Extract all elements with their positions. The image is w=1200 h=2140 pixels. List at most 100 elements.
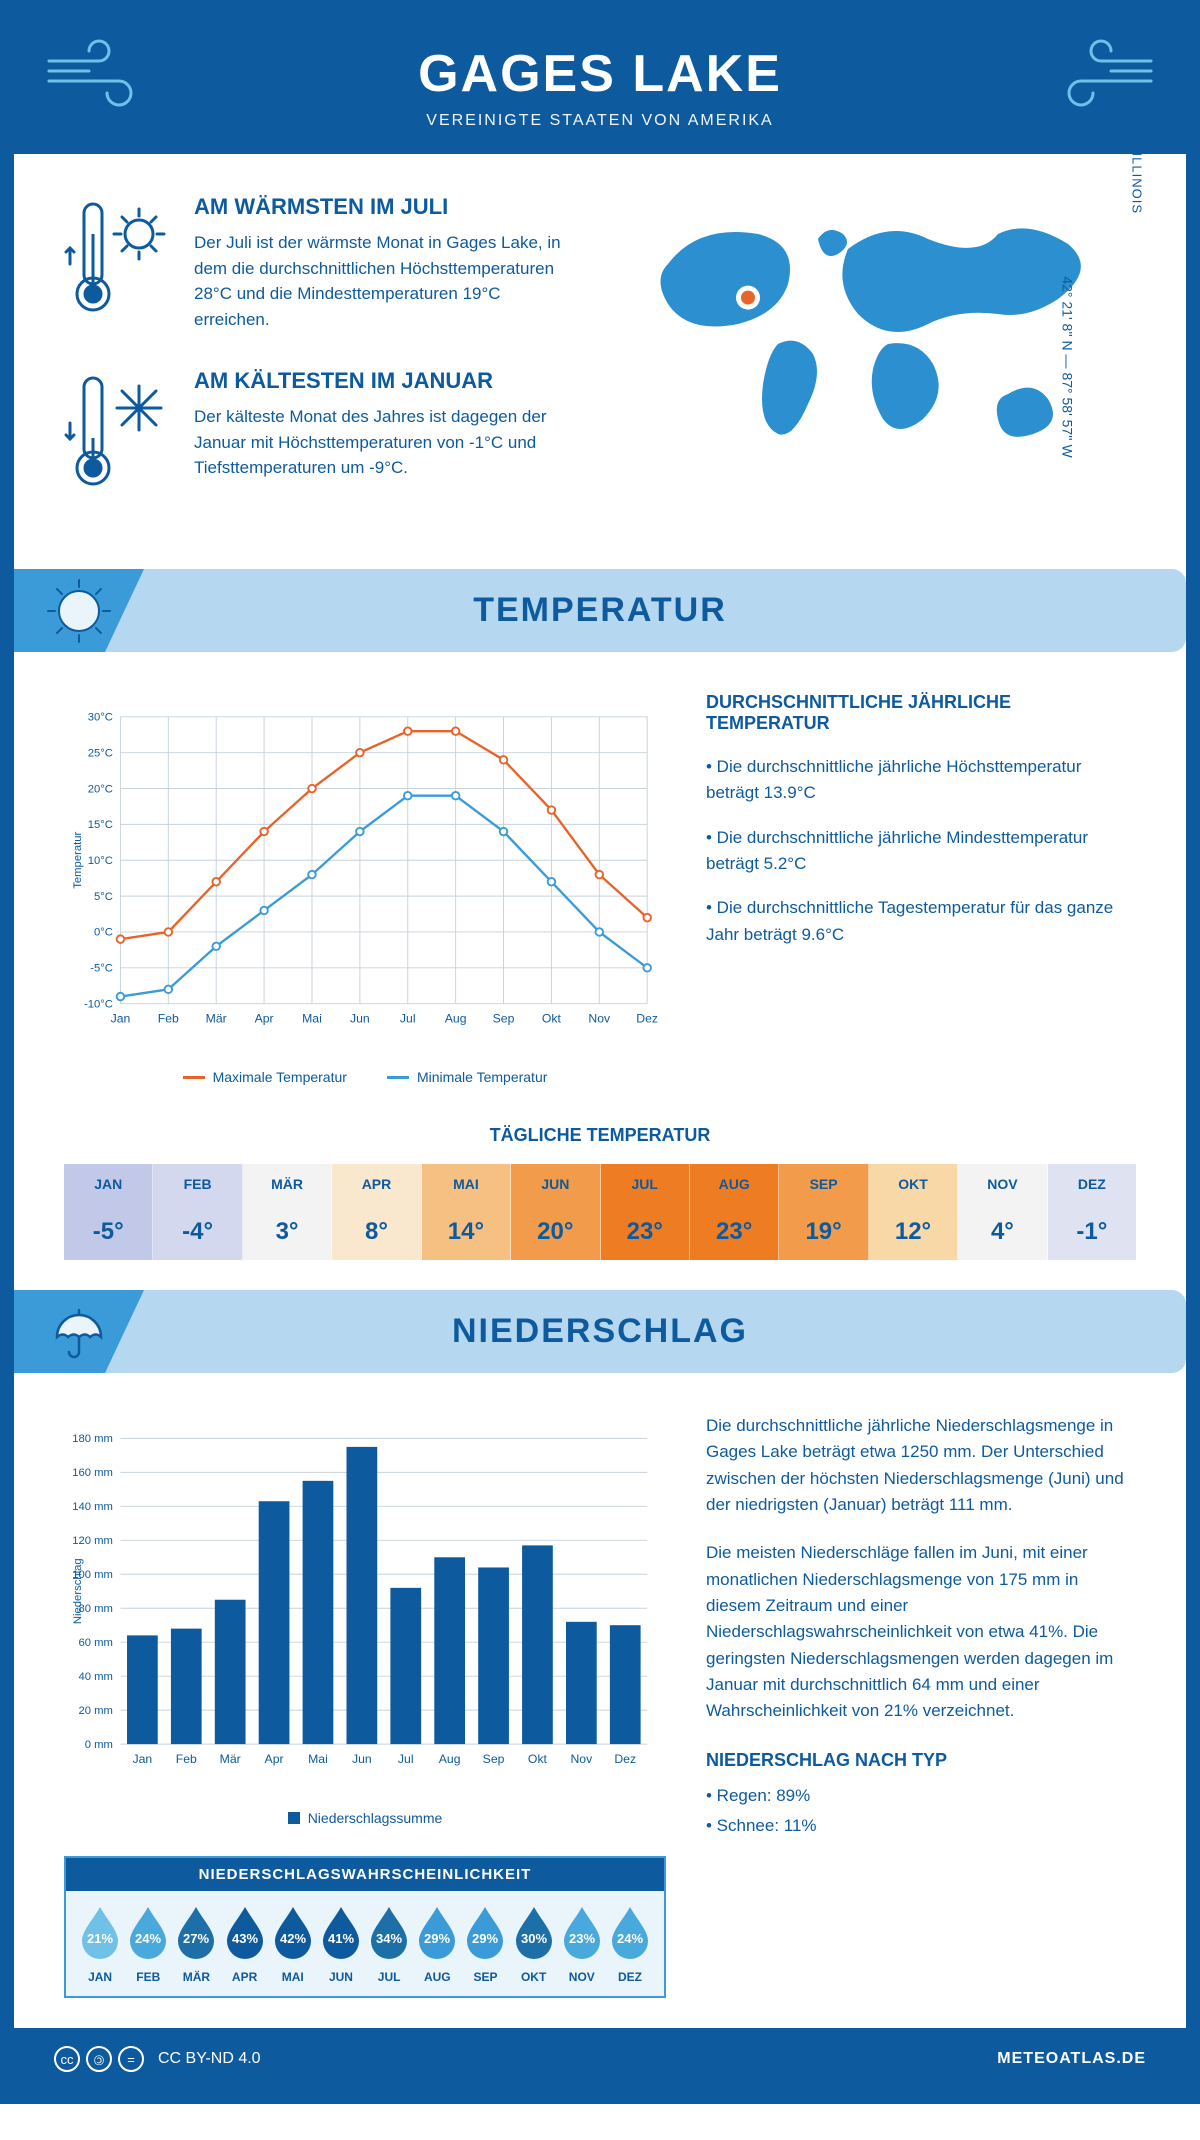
precip-paragraph-1: Die durchschnittliche jährliche Niedersc… bbox=[706, 1413, 1136, 1518]
daily-temp-cell: APR8° bbox=[332, 1164, 421, 1260]
temp-legend: Maximale Temperatur Minimale Temperatur bbox=[64, 1069, 666, 1085]
precip-type-line: • Schnee: 11% bbox=[706, 1813, 1136, 1839]
svg-text:Feb: Feb bbox=[176, 1752, 197, 1766]
svg-text:Sep: Sep bbox=[493, 1012, 515, 1026]
probability-drop: 21%JAN bbox=[76, 1905, 124, 1984]
cc-icon: cc bbox=[54, 2046, 80, 2072]
precip-type-line: • Regen: 89% bbox=[706, 1783, 1136, 1809]
precipitation-title: NIEDERSCHLAG bbox=[14, 1312, 1186, 1351]
svg-text:Aug: Aug bbox=[439, 1752, 461, 1766]
site-name: METEOATLAS.DE bbox=[997, 2050, 1146, 2068]
svg-text:140 mm: 140 mm bbox=[72, 1501, 113, 1513]
svg-text:41%: 41% bbox=[328, 1931, 354, 1946]
sun-icon bbox=[14, 569, 144, 652]
svg-text:Dez: Dez bbox=[614, 1752, 636, 1766]
svg-text:Sep: Sep bbox=[483, 1752, 505, 1766]
probability-box: NIEDERSCHLAGSWAHRSCHEINLICHKEIT 21%JAN24… bbox=[64, 1856, 666, 1998]
svg-text:Mär: Mär bbox=[220, 1752, 241, 1766]
precipitation-row: 0 mm20 mm40 mm60 mm80 mm100 mm120 mm140 … bbox=[64, 1413, 1136, 1998]
precip-paragraph-2: Die meisten Niederschläge fallen im Juni… bbox=[706, 1540, 1136, 1724]
probability-drop: 34%JUL bbox=[365, 1905, 413, 1984]
svg-text:42%: 42% bbox=[280, 1931, 306, 1946]
svg-text:15°C: 15°C bbox=[88, 819, 113, 831]
daily-temperature-strip: JAN-5°FEB-4°MÄR3°APR8°MAI14°JUN20°JUL23°… bbox=[64, 1164, 1136, 1260]
license: cc 🄯 = CC BY-ND 4.0 bbox=[54, 2046, 261, 2072]
svg-text:Mai: Mai bbox=[302, 1012, 322, 1026]
location-country: VEREINIGTE STAATEN VON AMERIKA bbox=[34, 112, 1166, 130]
infographic-frame: GAGES LAKE VEREINIGTE STAATEN VON AMERIK… bbox=[0, 0, 1200, 2104]
svg-text:Jan: Jan bbox=[111, 1012, 131, 1026]
intro-section: AM WÄRMSTEN IM JULI Der Juli ist der wär… bbox=[64, 194, 1136, 539]
svg-text:60 mm: 60 mm bbox=[78, 1637, 112, 1649]
coordinates: 42° 21' 8'' N — 87° 58' 57'' W bbox=[1059, 276, 1075, 457]
svg-text:Nov: Nov bbox=[588, 1012, 611, 1026]
annual-line: • Die durchschnittliche jährliche Höchst… bbox=[706, 754, 1136, 807]
svg-text:160 mm: 160 mm bbox=[72, 1467, 113, 1479]
svg-text:Jan: Jan bbox=[133, 1752, 153, 1766]
probability-drop: 29%SEP bbox=[461, 1905, 509, 1984]
svg-text:120 mm: 120 mm bbox=[72, 1535, 113, 1547]
probability-drop: 41%JUN bbox=[317, 1905, 365, 1984]
temperature-chart: -10°C-5°C0°C5°C10°C15°C20°C25°C30°CJanFe… bbox=[64, 692, 666, 1085]
precipitation-section-head: NIEDERSCHLAG bbox=[14, 1290, 1186, 1373]
svg-text:24%: 24% bbox=[135, 1931, 161, 1946]
precipitation-text: Die durchschnittliche jährliche Niedersc… bbox=[706, 1413, 1136, 1998]
location-title: GAGES LAKE bbox=[34, 44, 1166, 104]
svg-text:29%: 29% bbox=[472, 1931, 498, 1946]
daily-temp-heading: TÄGLICHE TEMPERATUR bbox=[64, 1125, 1136, 1146]
probability-drop: 24%FEB bbox=[124, 1905, 172, 1984]
annual-line: • Die durchschnittliche jährliche Mindes… bbox=[706, 825, 1136, 878]
probability-drop: 23%NOV bbox=[558, 1905, 606, 1984]
svg-text:5°C: 5°C bbox=[94, 891, 113, 903]
daily-temp-cell: JAN-5° bbox=[64, 1164, 153, 1260]
probability-title: NIEDERSCHLAGSWAHRSCHEINLICHKEIT bbox=[66, 1858, 664, 1891]
probability-drop: 29%AUG bbox=[413, 1905, 461, 1984]
by-icon: 🄯 bbox=[86, 2046, 112, 2072]
cc-icons: cc 🄯 = bbox=[54, 2046, 144, 2072]
daily-temp-cell: JUN20° bbox=[511, 1164, 600, 1260]
warmest-fact: AM WÄRMSTEN IM JULI Der Juli ist der wär… bbox=[64, 194, 580, 332]
svg-text:Jul: Jul bbox=[400, 1012, 416, 1026]
svg-text:Apr: Apr bbox=[265, 1752, 284, 1766]
svg-text:Okt: Okt bbox=[528, 1752, 548, 1766]
wind-icon bbox=[1046, 36, 1156, 121]
svg-text:21%: 21% bbox=[87, 1931, 113, 1946]
coldest-fact: AM KÄLTESTEN IM JANUAR Der kälteste Mona… bbox=[64, 368, 580, 503]
legend-precip: Niederschlagssumme bbox=[308, 1810, 443, 1826]
svg-text:43%: 43% bbox=[232, 1931, 258, 1946]
annual-heading: DURCHSCHNITTLICHE JÄHRLICHE TEMPERATUR bbox=[706, 692, 1136, 734]
umbrella-icon bbox=[14, 1290, 144, 1373]
precip-by-type-heading: NIEDERSCHLAG NACH TYP bbox=[706, 1747, 1136, 1775]
svg-text:Temperatur: Temperatur bbox=[72, 832, 84, 889]
svg-text:23%: 23% bbox=[569, 1931, 595, 1946]
warmest-text: Der Juli ist der wärmste Monat in Gages … bbox=[194, 230, 580, 332]
svg-text:Jun: Jun bbox=[352, 1752, 372, 1766]
svg-text:0°C: 0°C bbox=[94, 927, 113, 939]
svg-text:27%: 27% bbox=[183, 1931, 209, 1946]
svg-text:Apr: Apr bbox=[255, 1012, 274, 1026]
svg-text:34%: 34% bbox=[376, 1931, 402, 1946]
temperature-annual-text: DURCHSCHNITTLICHE JÄHRLICHE TEMPERATUR •… bbox=[706, 692, 1136, 1085]
svg-text:24%: 24% bbox=[617, 1931, 643, 1946]
svg-text:Nov: Nov bbox=[570, 1752, 593, 1766]
probability-drop: 30%OKT bbox=[510, 1905, 558, 1984]
header: GAGES LAKE VEREINIGTE STAATEN VON AMERIK… bbox=[14, 14, 1186, 154]
svg-text:Jul: Jul bbox=[398, 1752, 414, 1766]
wind-icon bbox=[44, 36, 154, 121]
svg-text:-10°C: -10°C bbox=[84, 998, 113, 1010]
svg-text:30°C: 30°C bbox=[88, 712, 113, 724]
world-map: ILLINOIS 42° 21' 8'' N — 87° 58' 57'' W bbox=[620, 194, 1136, 539]
daily-temp-cell: OKT12° bbox=[869, 1164, 958, 1260]
svg-text:29%: 29% bbox=[424, 1931, 450, 1946]
svg-text:Mai: Mai bbox=[308, 1752, 328, 1766]
daily-temp-cell: JUL23° bbox=[601, 1164, 690, 1260]
daily-temp-cell: FEB-4° bbox=[153, 1164, 242, 1260]
svg-text:Feb: Feb bbox=[158, 1012, 179, 1026]
daily-temp-cell: MAI14° bbox=[422, 1164, 511, 1260]
legend-min: Minimale Temperatur bbox=[417, 1069, 547, 1085]
temperature-title: TEMPERATUR bbox=[14, 591, 1186, 630]
svg-text:20°C: 20°C bbox=[88, 783, 113, 795]
svg-text:10°C: 10°C bbox=[88, 855, 113, 867]
probability-drop: 43%APR bbox=[221, 1905, 269, 1984]
coldest-text: Der kälteste Monat des Jahres ist dagege… bbox=[194, 404, 580, 481]
